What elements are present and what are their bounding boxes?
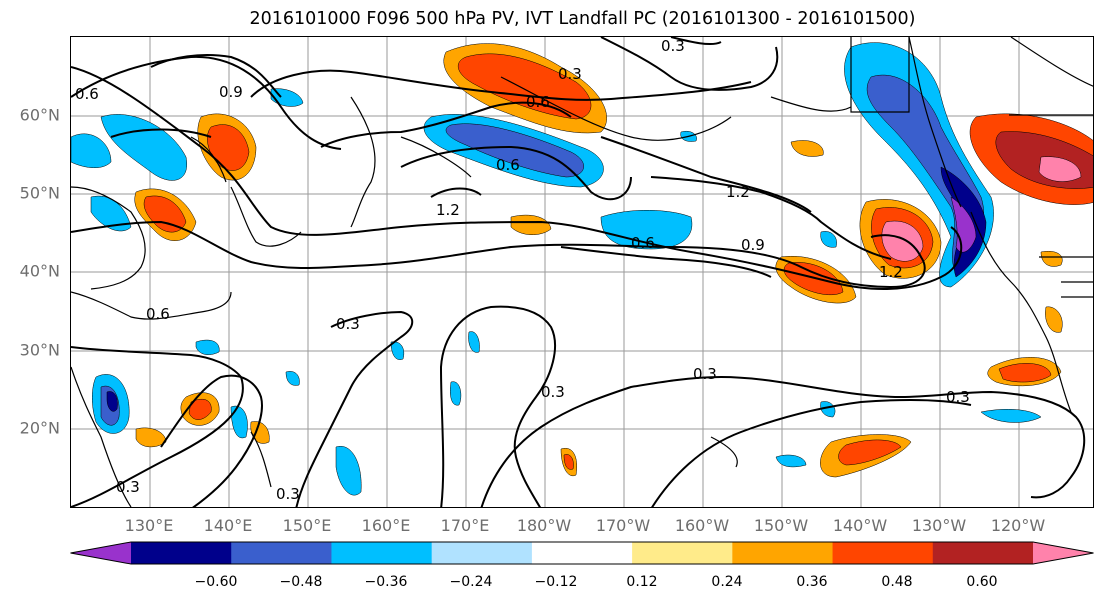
contour-label: 1.2 <box>436 201 460 219</box>
lon-label: 170°W <box>595 516 651 535</box>
contour-label: 1.2 <box>726 183 750 201</box>
lat-label: 40°N <box>19 261 60 281</box>
pv-contours <box>71 37 1086 507</box>
contour-label: 0.3 <box>116 478 140 496</box>
colorbar-tick: −0.60 <box>194 574 238 590</box>
colorbar-tick: 0.60 <box>966 574 998 590</box>
contour-label: 0.3 <box>541 383 565 401</box>
lon-label: 160°W <box>674 516 730 535</box>
coastlines <box>71 37 1093 507</box>
colorbar-tick: −0.24 <box>449 574 493 590</box>
colorbar-cell <box>431 542 533 564</box>
colorbar-cell <box>331 542 433 564</box>
lat-label: 20°N <box>19 418 60 438</box>
colorbar-cell <box>632 542 733 564</box>
colorbar <box>70 541 1094 565</box>
lon-label: 180°W <box>516 516 572 535</box>
colorbar-tick: −0.48 <box>279 574 323 590</box>
contour-label: 0.3 <box>661 37 685 55</box>
colorbar-cells <box>70 541 1094 565</box>
colorbar-tick: 0.24 <box>711 574 743 590</box>
colorbar-cell <box>1033 542 1094 564</box>
lon-label: 150°E <box>282 516 332 535</box>
map-title: 2016101000 F096 500 hPa PV, IVT Landfall… <box>249 9 916 29</box>
contour-label: 0.3 <box>336 315 360 333</box>
ivt-filled-contours <box>71 42 1093 496</box>
contour-label: 0.3 <box>946 388 970 406</box>
contour-label: 0.9 <box>219 83 243 101</box>
contour-label: 0.6 <box>75 85 99 103</box>
lon-label: 160°E <box>361 516 411 535</box>
contour-label: 0.6 <box>496 156 520 174</box>
lat-label: 60°N <box>19 105 60 125</box>
colorbar-outline <box>70 541 1094 565</box>
colorbar-cell <box>131 542 232 564</box>
map-canvas: 0.3 0.3 0.3 0.3 0.3 0.3 0.3 0.3 0.6 0.6 … <box>71 37 1093 507</box>
colorbar-cell <box>70 542 131 564</box>
lon-label: 170°E <box>440 516 490 535</box>
colorbar-cell <box>832 542 934 564</box>
lon-label: 130°E <box>124 516 174 535</box>
lon-label: 140°E <box>203 516 253 535</box>
colorbar-tick: 0.48 <box>881 574 913 590</box>
colorbar-cell <box>932 542 1034 564</box>
colorbar-cell <box>231 542 332 564</box>
contour-label: 0.3 <box>276 485 300 503</box>
lat-label: 30°N <box>19 340 60 360</box>
colorbar-tick: 0.12 <box>626 574 658 590</box>
lon-label: 130°W <box>911 516 967 535</box>
lat-label: 50°N <box>19 183 60 203</box>
contour-label: 1.2 <box>879 263 903 281</box>
colorbar-tick: 0.36 <box>796 574 828 590</box>
contour-label: 0.9 <box>741 236 765 254</box>
lon-label: 140°W <box>832 516 888 535</box>
contour-labels: 0.3 0.3 0.3 0.3 0.3 0.3 0.3 0.3 0.6 0.6 … <box>75 37 970 503</box>
lon-label: 150°W <box>753 516 809 535</box>
map-panel: 0.3 0.3 0.3 0.3 0.3 0.3 0.3 0.3 0.6 0.6 … <box>70 36 1094 508</box>
contour-label: 0.6 <box>526 93 550 111</box>
colorbar-cell <box>732 542 834 564</box>
colorbar-cell <box>531 542 633 564</box>
colorbar-tick: −0.36 <box>364 574 408 590</box>
contour-label: 0.6 <box>146 305 170 323</box>
colorbar-tick: −0.12 <box>534 574 578 590</box>
contour-label: 0.3 <box>693 365 717 383</box>
contour-label: 0.3 <box>558 65 582 83</box>
contour-label: 0.6 <box>631 234 655 252</box>
lon-label: 120°W <box>990 516 1046 535</box>
